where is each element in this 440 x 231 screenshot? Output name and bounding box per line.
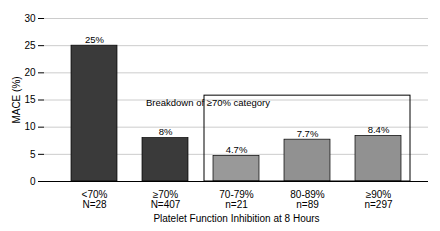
svg-text:80-89%n=89: 80-89%n=89 [290, 189, 325, 210]
svg-text:<70%N=28: <70%N=28 [82, 189, 108, 210]
svg-text:10: 10 [24, 121, 36, 132]
svg-text:8%: 8% [159, 126, 173, 137]
svg-text:≥90%n=297: ≥90%n=297 [364, 189, 393, 210]
svg-text:≥70%N=407: ≥70%N=407 [151, 189, 181, 210]
svg-text:25%: 25% [85, 34, 105, 45]
svg-text:8.4%: 8.4% [368, 124, 390, 135]
svg-text:70-79%n=21: 70-79%n=21 [219, 189, 254, 210]
svg-text:15: 15 [24, 94, 36, 105]
svg-text:30: 30 [24, 13, 36, 24]
svg-text:MACE (%): MACE (%) [11, 76, 22, 123]
svg-text:25: 25 [24, 40, 36, 51]
svg-text:7.7%: 7.7% [297, 128, 319, 139]
svg-text:Breakdown of ≥70% category: Breakdown of ≥70% category [146, 97, 270, 108]
svg-text:0: 0 [30, 176, 36, 187]
svg-text:Platelet Function Inhibition a: Platelet Function Inhibition at 8 Hours [153, 213, 319, 224]
svg-text:5: 5 [30, 149, 36, 160]
svg-text:4.7%: 4.7% [226, 144, 248, 155]
svg-text:20: 20 [24, 67, 36, 78]
